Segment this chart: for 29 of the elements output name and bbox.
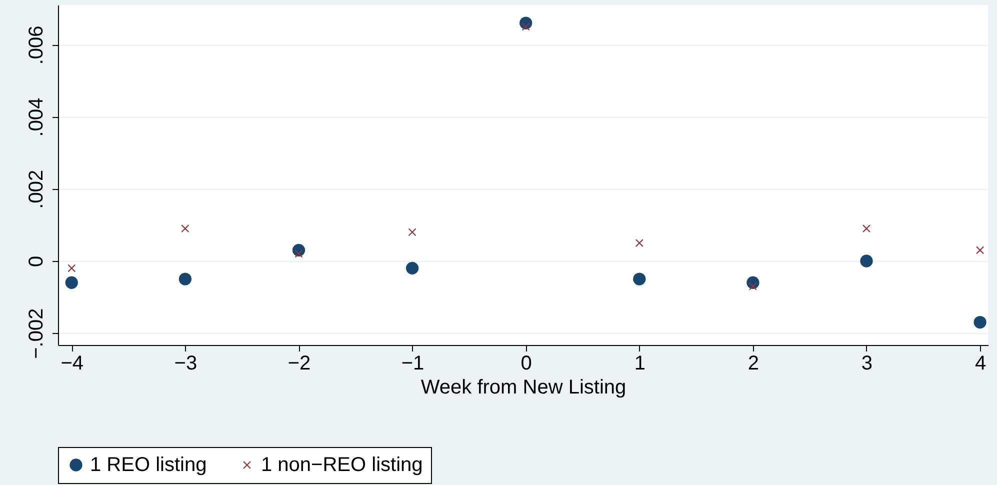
point xyxy=(976,246,984,254)
point xyxy=(408,228,416,236)
x-tick-label: 1 xyxy=(634,352,646,374)
point xyxy=(633,272,646,286)
point xyxy=(974,316,986,329)
x-tick-label: 3 xyxy=(861,352,873,374)
point xyxy=(860,254,873,268)
point xyxy=(862,224,870,232)
x-tick-label: −1 xyxy=(401,352,424,374)
y-tick-label: −.002 xyxy=(26,308,48,359)
point xyxy=(406,262,419,275)
x-tick-label: −4 xyxy=(60,352,84,374)
legend-label: 1 non−REO listing xyxy=(261,454,423,476)
x-tick-label: 0 xyxy=(520,352,532,374)
legend-label: 1 REO listing xyxy=(90,454,207,476)
point xyxy=(178,272,192,286)
x-tick-label: −2 xyxy=(288,352,311,374)
y-tick-label: 0 xyxy=(26,256,48,268)
x-tick-label: 4 xyxy=(974,352,986,374)
y-tick-label: .004 xyxy=(26,98,48,137)
x-tick-label: 2 xyxy=(748,352,760,374)
point xyxy=(636,239,644,247)
x-tick-label: −3 xyxy=(174,352,198,374)
point xyxy=(68,264,76,272)
point xyxy=(65,276,78,289)
x-axis-title: Week from New Listing xyxy=(420,376,626,398)
y-tick-label: .006 xyxy=(26,26,48,65)
y-tick-label: .002 xyxy=(26,170,48,209)
point xyxy=(181,224,190,232)
